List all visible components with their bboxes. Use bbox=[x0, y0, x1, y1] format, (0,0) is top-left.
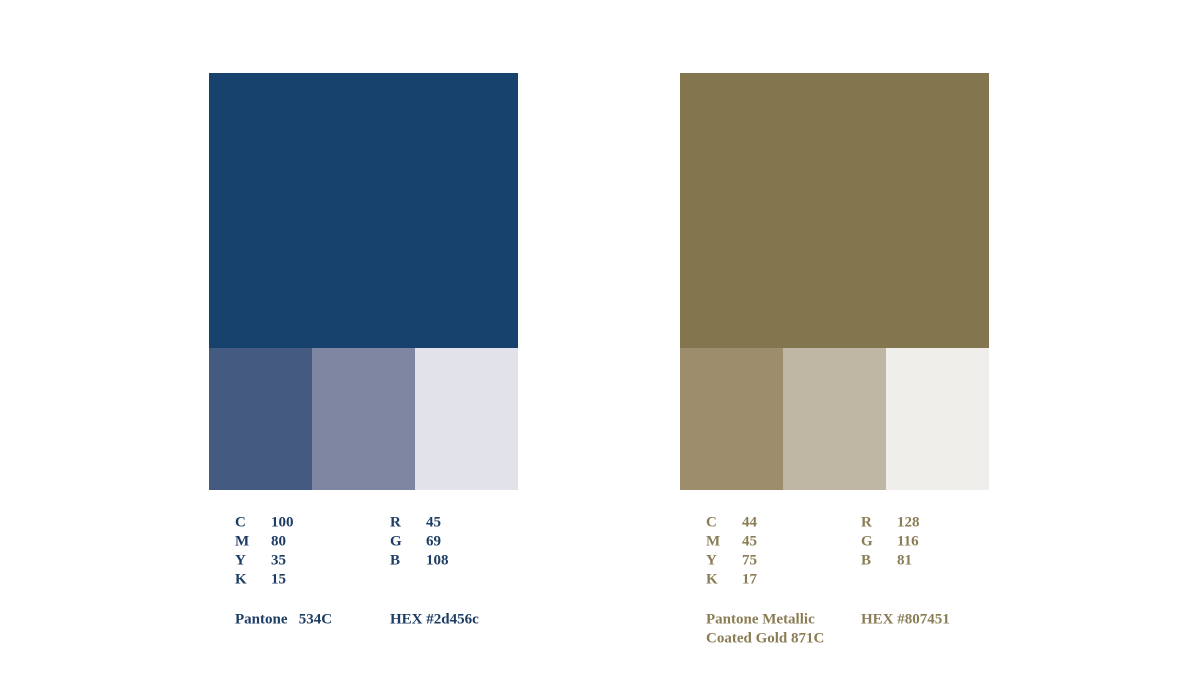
pantone: Pantone 534C bbox=[235, 611, 333, 628]
cmyk-value: 35 bbox=[271, 552, 286, 569]
hex: HEX #807451 bbox=[861, 611, 950, 628]
main-swatch bbox=[209, 73, 518, 348]
cmyk-value: 17 bbox=[742, 571, 757, 588]
rgb-label: R bbox=[390, 514, 401, 531]
rgb-value: 128 bbox=[897, 514, 920, 531]
tint-swatch bbox=[783, 348, 886, 490]
rgb-value: 81 bbox=[897, 552, 912, 569]
rgb-value: 45 bbox=[426, 514, 441, 531]
tint-swatch bbox=[209, 348, 312, 490]
pantone: Coated Gold 871C bbox=[706, 630, 825, 647]
tint-swatch bbox=[680, 348, 783, 490]
cmyk-label: Y bbox=[706, 552, 717, 569]
cmyk-label: M bbox=[235, 533, 250, 550]
tint-swatch bbox=[886, 348, 989, 490]
cmyk-value: 44 bbox=[742, 514, 757, 531]
tint-swatch bbox=[312, 348, 415, 490]
rgb-label: G bbox=[390, 533, 402, 550]
cmyk-label: Y bbox=[235, 552, 246, 569]
rgb-label: B bbox=[861, 552, 872, 569]
cmyk-label: C bbox=[235, 514, 246, 531]
hex: HEX #2d456c bbox=[390, 611, 479, 628]
cmyk-value: 75 bbox=[742, 552, 757, 569]
main-swatch bbox=[680, 73, 989, 348]
cmyk-value: 80 bbox=[271, 533, 286, 550]
pantone: Pantone Metallic bbox=[706, 611, 815, 628]
cmyk-label: K bbox=[706, 571, 718, 588]
rgb-label: G bbox=[861, 533, 873, 550]
cmyk-label: K bbox=[235, 571, 247, 588]
cmyk-label: M bbox=[706, 533, 721, 550]
tint-swatch bbox=[415, 348, 518, 490]
cmyk-value: 45 bbox=[742, 533, 757, 550]
cmyk-label: C bbox=[706, 514, 717, 531]
cmyk-value: 100 bbox=[271, 514, 294, 531]
rgb-value: 69 bbox=[426, 533, 441, 550]
cmyk-value: 15 bbox=[271, 571, 286, 588]
rgb-label: B bbox=[390, 552, 401, 569]
rgb-label: R bbox=[861, 514, 872, 531]
rgb-value: 108 bbox=[426, 552, 449, 569]
rgb-value: 116 bbox=[897, 533, 919, 550]
